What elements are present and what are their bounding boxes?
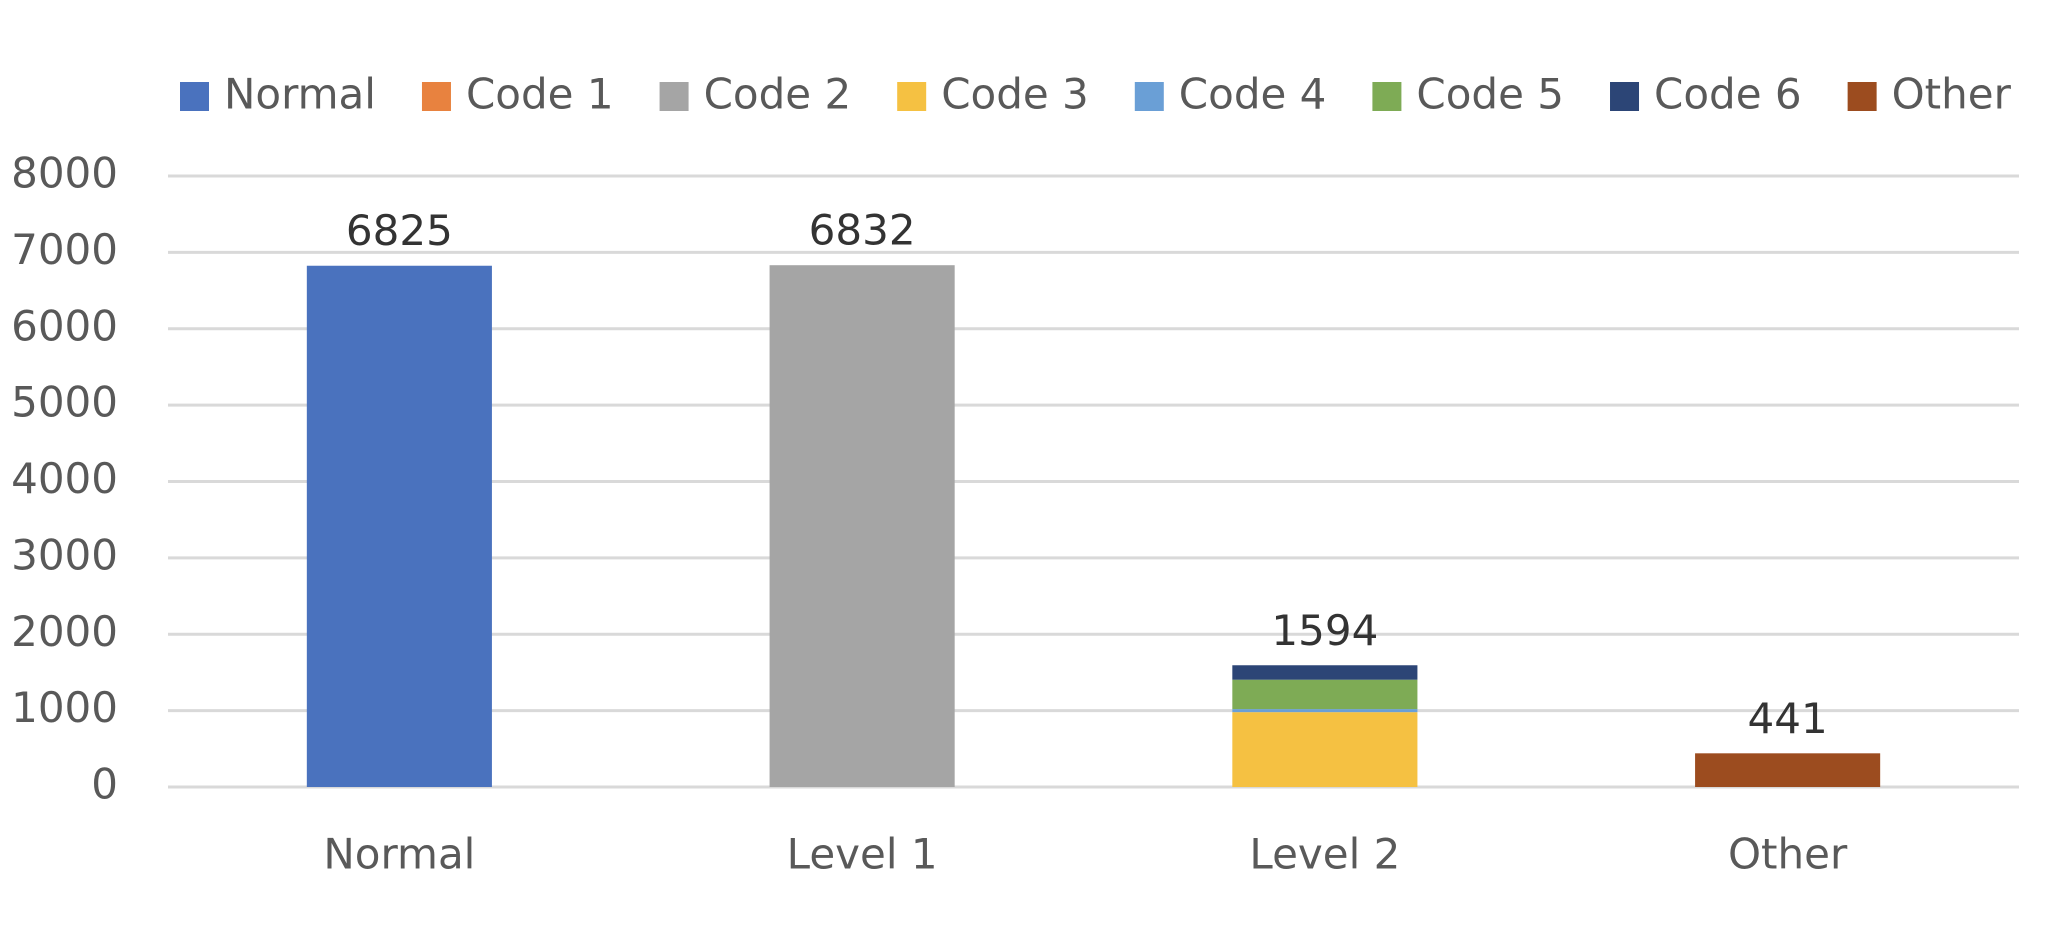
bar-segment: [1232, 712, 1418, 787]
x-tick-label: Level 1: [787, 830, 938, 879]
bar-segment: [1232, 679, 1418, 710]
bar-segment: [769, 265, 955, 787]
legend-swatch: [1847, 82, 1877, 111]
bar-segment: [306, 265, 492, 788]
y-tick-label: 7000: [11, 225, 118, 274]
y-tick-label: 2000: [11, 607, 118, 656]
total-label: 441: [1748, 694, 1828, 743]
x-tick-label: Level 2: [1249, 830, 1400, 879]
y-tick-label: 3000: [11, 530, 118, 579]
y-tick-label: 4000: [11, 454, 118, 503]
bar-segment: [1232, 709, 1418, 713]
total-label: 6832: [809, 206, 916, 255]
legend-swatch: [421, 82, 451, 111]
y-tick-label: 6000: [11, 301, 118, 350]
legend-swatch: [1372, 82, 1402, 111]
legend-label: Code 4: [1179, 70, 1327, 119]
legend-label: Code 2: [704, 70, 852, 119]
y-tick-label: 1000: [11, 683, 118, 732]
total-label: 1594: [1271, 606, 1378, 655]
legend-swatch: [659, 82, 689, 111]
bar-segment: [1232, 665, 1418, 680]
legend-label: Code 6: [1654, 70, 1802, 119]
legend-label: Code 3: [941, 70, 1089, 119]
legend-label: Other: [1892, 70, 2012, 119]
x-tick-label: Normal: [323, 830, 475, 879]
legend-label: Code 1: [466, 70, 614, 119]
legend-swatch: [1134, 82, 1164, 111]
legend-swatch: [180, 82, 209, 111]
bar-segment: [1695, 753, 1881, 787]
legend-label: Normal: [224, 70, 376, 119]
legend-swatch: [897, 82, 927, 111]
legend-swatch: [1610, 82, 1640, 111]
total-label: 6825: [346, 206, 453, 255]
legend-label: Code 5: [1416, 70, 1564, 119]
y-tick-label: 0: [91, 760, 118, 809]
y-tick-label: 5000: [11, 378, 118, 427]
x-tick-label: Other: [1728, 830, 1848, 879]
y-tick-label: 8000: [11, 149, 118, 198]
